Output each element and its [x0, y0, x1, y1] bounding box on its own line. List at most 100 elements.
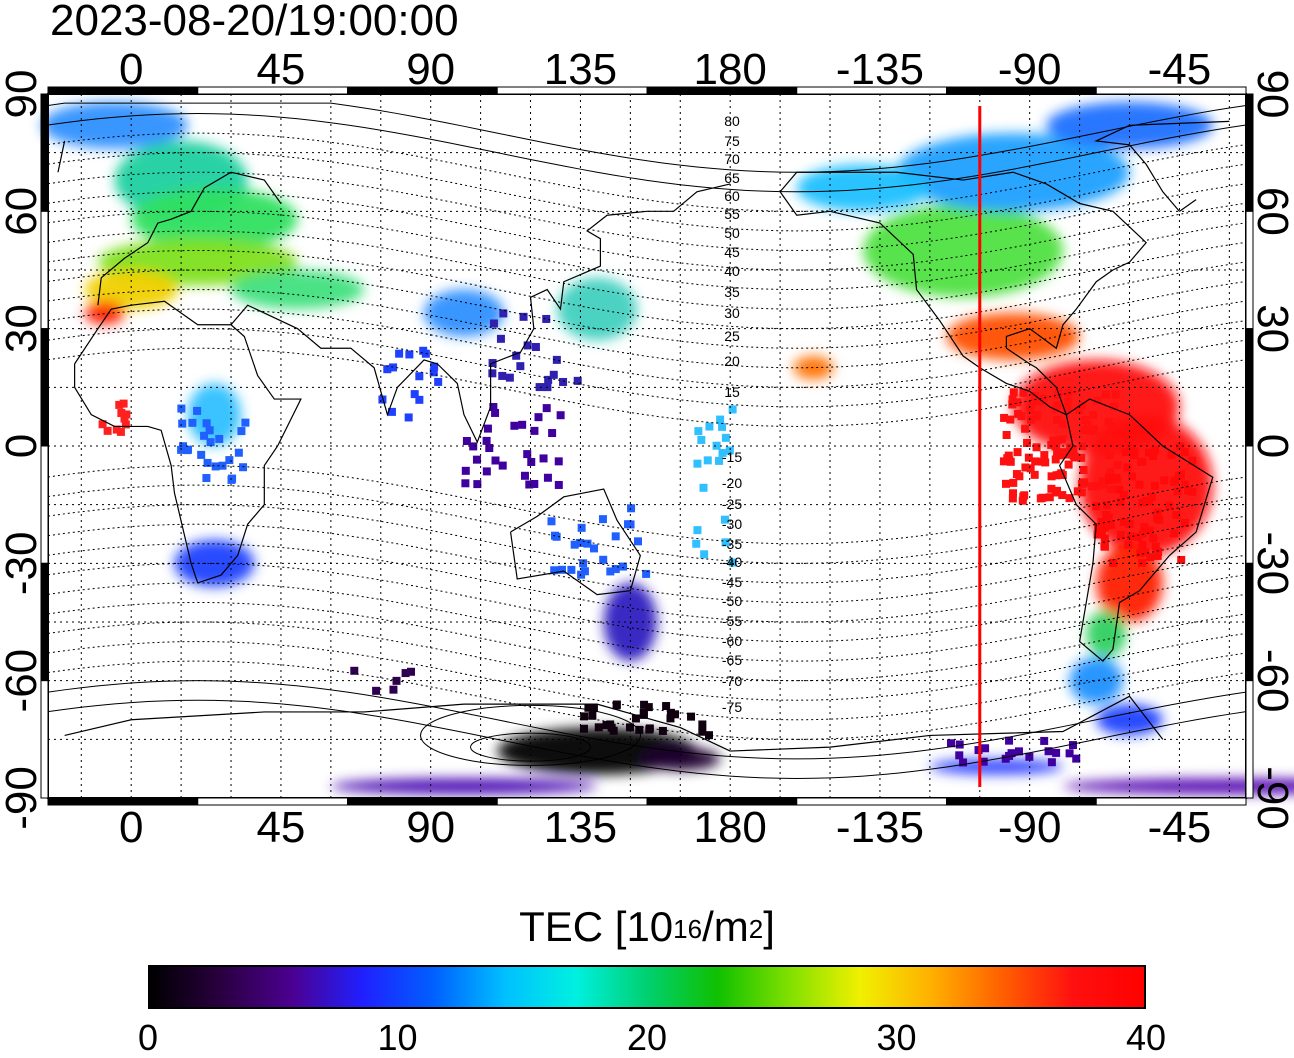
contour-label: 75: [724, 133, 740, 149]
left-lat-tick-label: -90: [0, 766, 46, 830]
magnetic-contour: [47, 641, 1247, 721]
tec-pixel: [1097, 529, 1106, 538]
tec-pixel: [1031, 412, 1040, 421]
tec-pixel: [211, 462, 220, 471]
tec-pixel: [594, 723, 603, 732]
tec-pixel: [1119, 517, 1128, 526]
tec-pixel: [1141, 548, 1150, 557]
right-lat-tick-label: -60: [1248, 649, 1294, 713]
tec-pixel: [1035, 397, 1044, 406]
tec-pixel: [505, 373, 514, 382]
tec-pixel: [530, 479, 539, 488]
tec-pixel: [205, 426, 214, 435]
tec-pixel: [1153, 508, 1162, 517]
tec-pixel: [666, 708, 675, 717]
tec-pixel: [1073, 487, 1082, 496]
tec-pixel: [577, 523, 586, 532]
tec-pixel: [1021, 424, 1030, 433]
tec-pixel: [1119, 490, 1128, 499]
tec-pixel: [699, 483, 708, 492]
tec-pixel: [1188, 487, 1197, 496]
magnetic-contour: [47, 465, 1247, 545]
coastline: [779, 171, 1147, 416]
tec-pixel: [241, 418, 250, 427]
tec-world-map: 80 75 70 65 60 55 50 45 40 35 30 25 20 15 -15 -20 -25 -30…: [0, 45, 1294, 852]
colorbar-tick-label: 20: [626, 1017, 668, 1058]
tec-pixel: [483, 424, 492, 433]
tec-pixel: [496, 334, 505, 343]
bottom-lon-tick-label: -45: [1148, 803, 1212, 852]
contour-label: -45: [722, 574, 742, 590]
tec-pixel: [981, 744, 990, 753]
tec-pixel: [1160, 476, 1169, 485]
tec-pixel: [1101, 390, 1110, 399]
tec-pixel: [1176, 471, 1185, 480]
tec-pixel: [519, 312, 528, 321]
tec-pixel: [415, 395, 424, 404]
tec-pixel: [1058, 491, 1067, 500]
tec-pixel: [583, 539, 592, 548]
tec-pixel: [410, 390, 419, 399]
tec-pixel: [429, 368, 438, 377]
tec-pixel: [121, 420, 130, 429]
tec-pixel: [698, 720, 707, 729]
tec-pixel: [1040, 736, 1049, 745]
top-lon-tick-label: 0: [119, 45, 143, 94]
contour-label: -25: [722, 496, 742, 512]
tec-pixel: [415, 372, 424, 381]
tec-pixel: [1105, 476, 1114, 485]
tec-pixel: [1032, 443, 1041, 452]
tec-pixel: [488, 369, 497, 378]
tec-pixel: [489, 402, 498, 411]
tec-pixel: [1088, 482, 1097, 491]
tec-pixel: [542, 404, 551, 413]
tec-pixel: [516, 362, 525, 371]
tec-pixel: [1051, 455, 1060, 464]
tec-pixel: [197, 450, 206, 459]
tec-blobs: [41, 101, 1294, 795]
tec-pixel: [1135, 480, 1144, 489]
bottom-lon-tick-label: 180: [693, 803, 766, 852]
tec-pixel: [1058, 419, 1067, 428]
magnetic-contour: [47, 680, 1247, 760]
tec-pixel: [1075, 405, 1084, 414]
tec-pixel: [482, 467, 491, 476]
right-lat-tick-label: 30: [1248, 304, 1294, 353]
tec-pixel: [1094, 522, 1103, 531]
tec-pixel: [350, 666, 359, 675]
tec-pixel: [1055, 388, 1064, 397]
map-frame: [40, 86, 1254, 806]
tec-pixel: [1167, 450, 1176, 459]
bottom-lon-tick-label: 90: [406, 803, 455, 852]
magnetic-contour: [47, 152, 1247, 232]
contour-label: 30: [724, 305, 740, 321]
tec-region: [1086, 610, 1127, 658]
tec-pixel: [1013, 448, 1022, 457]
tec-pixel: [959, 758, 968, 767]
tec-pixel: [1102, 510, 1111, 519]
tec-region: [793, 356, 834, 380]
magnetic-contour: [47, 171, 1247, 251]
right-lat-tick-label: -90: [1248, 766, 1294, 830]
magnetic-contour: [47, 543, 1247, 623]
coastline: [1058, 398, 1214, 662]
tec-region: [424, 289, 504, 337]
tec-pixel: [554, 457, 563, 466]
tec-pixel: [1102, 501, 1111, 510]
tec-pixel: [725, 446, 734, 455]
magnetic-contour: [47, 347, 1247, 427]
tec-pixel: [1181, 480, 1190, 489]
tec-pixel: [1092, 502, 1101, 511]
tec-pixel: [1009, 478, 1018, 487]
left-lat-tick-label: 60: [0, 187, 46, 236]
tec-pixel: [1104, 417, 1113, 426]
tec-pixel: [527, 457, 536, 466]
top-lon-tick-label: 45: [256, 45, 305, 94]
tec-pixel: [116, 427, 125, 436]
tec-pixel: [625, 723, 634, 732]
tec-pixel: [619, 562, 628, 571]
magnetic-contour: [47, 562, 1247, 643]
tec-pixel: [588, 711, 597, 720]
tec-pixel: [1057, 435, 1066, 444]
tec-pixel: [721, 433, 730, 442]
